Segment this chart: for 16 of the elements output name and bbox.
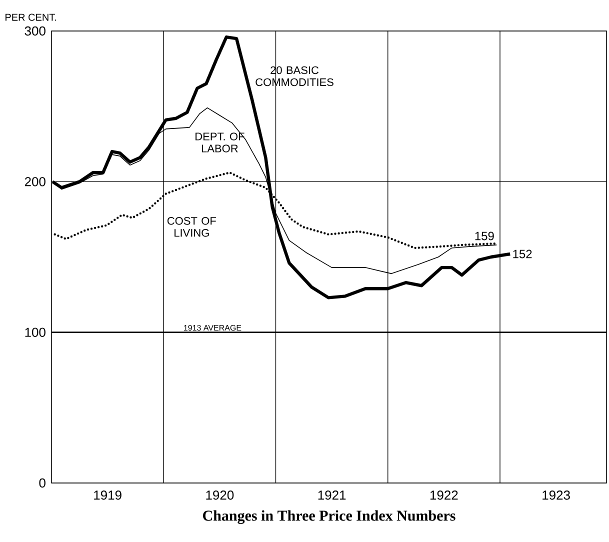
- data-label: 152: [513, 250, 532, 258]
- series-label: COST OF LIVING: [167, 216, 216, 237]
- y-tick-label: 300: [24, 26, 46, 36]
- series-label: DEPT. OF LABOR: [196, 132, 244, 152]
- y-tick-label: 0: [39, 478, 46, 488]
- y-tick-label: 100: [25, 328, 46, 337]
- ref-line-label: 1913 AVERAGE: [184, 324, 242, 331]
- x-tick-label: 1922: [430, 490, 458, 500]
- text: Changes in Three Price Index Numbers: [203, 510, 456, 524]
- data-label: 159: [475, 232, 494, 240]
- y-axis-title: PER CENT.: [6, 14, 56, 21]
- x-tick-label: 1919: [94, 490, 122, 500]
- y-tick-label: 200: [24, 177, 46, 186]
- x-tick-label: 1921: [318, 490, 346, 500]
- x-tick-label: 1920: [206, 490, 234, 500]
- x-tick-label: 1923: [542, 490, 570, 500]
